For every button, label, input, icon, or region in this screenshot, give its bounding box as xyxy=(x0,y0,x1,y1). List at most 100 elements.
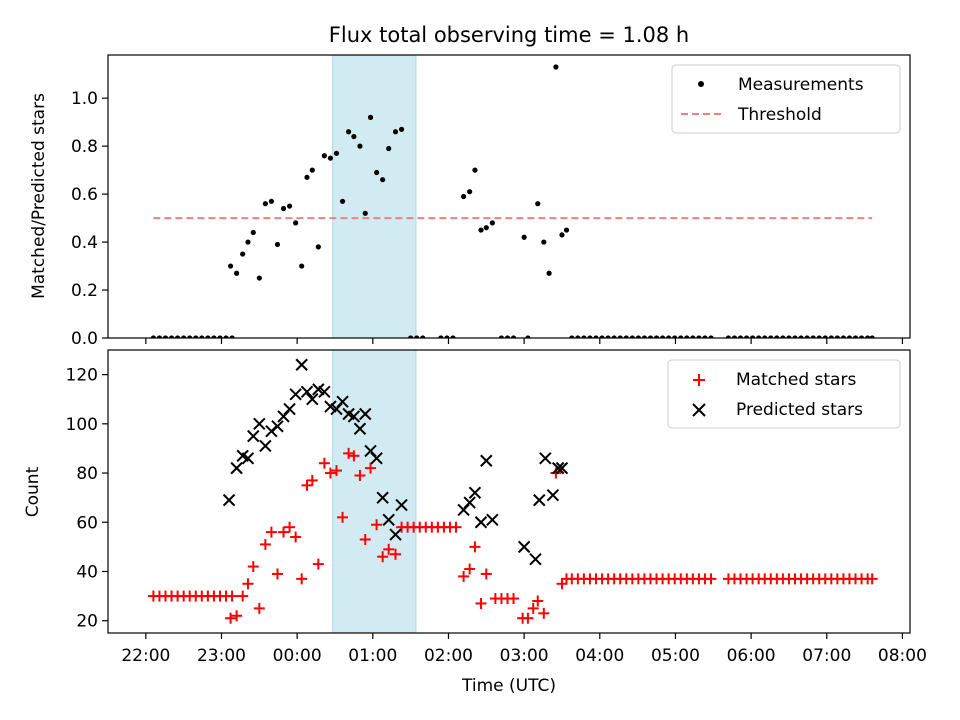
top-legend: Measurements Threshold xyxy=(671,64,901,134)
matched-star-point xyxy=(247,561,259,573)
measurement-point xyxy=(750,335,756,338)
legend-measurements-label: Measurements xyxy=(738,75,864,95)
matched-star-point xyxy=(522,612,534,624)
measurement-point xyxy=(858,335,865,338)
predicted-star-point xyxy=(259,439,272,453)
x-tick-label: 06:00 xyxy=(727,646,776,666)
measurement-point xyxy=(593,335,599,338)
measurement-point xyxy=(450,335,456,338)
measurement-point xyxy=(822,335,828,338)
matched-star-point xyxy=(705,573,717,585)
predicted-star-point xyxy=(468,486,482,499)
top-y-axis-label: Matched/Predicted stars xyxy=(29,93,49,299)
predicted-star-point xyxy=(271,420,284,433)
measurement-point xyxy=(737,335,744,338)
matched-star-point xyxy=(242,578,254,590)
matched-star-point xyxy=(312,558,324,570)
predicted-star-mark xyxy=(295,358,308,371)
measurement-point xyxy=(762,335,768,338)
matched-star-point xyxy=(377,551,389,563)
predicted-star-mark xyxy=(370,452,383,465)
matched-star-point xyxy=(225,612,237,624)
measurement-point xyxy=(444,335,450,338)
shaded-span-rect xyxy=(332,54,417,339)
measurement-point xyxy=(834,335,840,338)
x-tick-label: 03:00 xyxy=(500,646,549,666)
measurement-point xyxy=(774,335,780,338)
predicted-star-mark xyxy=(271,420,284,433)
predicted-star-point xyxy=(353,422,367,435)
bottom-matched-points xyxy=(147,447,878,624)
matched-star-point xyxy=(237,590,249,602)
measurement-point xyxy=(852,335,859,338)
measurement-point xyxy=(483,225,489,231)
measurement-point xyxy=(546,270,552,276)
measurement-point xyxy=(211,335,217,338)
measurement-point xyxy=(199,335,205,338)
predicted-star-mark xyxy=(480,454,493,467)
measurement-point xyxy=(304,174,310,180)
measurement-point xyxy=(339,198,346,204)
matched-star-point xyxy=(330,465,342,477)
matched-star-point xyxy=(475,597,487,609)
predicted-star-mark xyxy=(241,452,255,465)
measurement-point xyxy=(156,335,163,338)
measurement-point xyxy=(846,335,853,338)
matched-star-point xyxy=(337,511,349,523)
matched-star-point xyxy=(480,568,492,580)
measurement-point xyxy=(327,155,334,161)
measurement-point xyxy=(420,335,426,338)
top-x-ticks xyxy=(145,338,904,344)
predicted-star-point xyxy=(463,496,476,509)
predicted-star-point xyxy=(300,385,314,399)
bottom-shaded-span xyxy=(332,349,417,634)
predicted-star-point xyxy=(370,452,383,465)
bottom-legend: Matched stars Predicted stars xyxy=(667,359,901,429)
measurement-point xyxy=(223,335,229,338)
measurement-point xyxy=(240,251,246,257)
matched-star-point xyxy=(290,531,302,543)
measurement-point xyxy=(357,143,363,149)
measurement-point xyxy=(489,220,495,226)
measurement-point xyxy=(786,335,792,338)
matched-star-point xyxy=(354,470,366,482)
predicted-star-point xyxy=(347,410,361,423)
measurement-point xyxy=(690,335,696,338)
measurement-point xyxy=(461,193,467,200)
predicted-star-point xyxy=(283,402,296,416)
matched-star-point xyxy=(527,602,539,614)
predicted-star-mark xyxy=(222,493,236,507)
predicted-star-mark xyxy=(551,461,565,475)
predicted-star-mark xyxy=(555,461,569,475)
x-tick-label: 00:00 xyxy=(273,646,322,666)
measurement-point xyxy=(286,203,293,209)
measurement-point xyxy=(351,133,357,140)
predicted-star-point xyxy=(247,429,260,443)
predicted-star-point xyxy=(533,493,546,507)
measurement-point xyxy=(684,335,690,338)
predicted-star-mark xyxy=(324,400,337,413)
measurement-point xyxy=(581,335,587,338)
predicted-star-point xyxy=(389,528,402,541)
measurement-point xyxy=(535,201,541,207)
measurement-point xyxy=(274,241,281,248)
measurement-point xyxy=(168,335,175,338)
measurement-point xyxy=(563,227,570,233)
measurement-point xyxy=(181,335,187,338)
legend-predicted-marker xyxy=(692,403,706,417)
measurement-point xyxy=(227,263,234,269)
bottom-axes-frame xyxy=(107,349,911,634)
predicted-star-mark xyxy=(395,498,408,512)
measurement-point xyxy=(623,335,629,338)
predicted-star-mark xyxy=(253,417,266,431)
measurement-point xyxy=(840,335,847,338)
measurement-point xyxy=(414,335,420,338)
x-tick-label: 01:00 xyxy=(348,646,397,666)
measurement-point xyxy=(187,335,193,338)
predicted-star-mark xyxy=(539,452,552,465)
measurement-point xyxy=(525,335,531,338)
predicted-star-mark xyxy=(312,383,325,396)
bottom-y-axis-label: Count xyxy=(23,466,43,517)
measurement-point xyxy=(708,335,714,338)
matched-star-point xyxy=(278,526,290,538)
